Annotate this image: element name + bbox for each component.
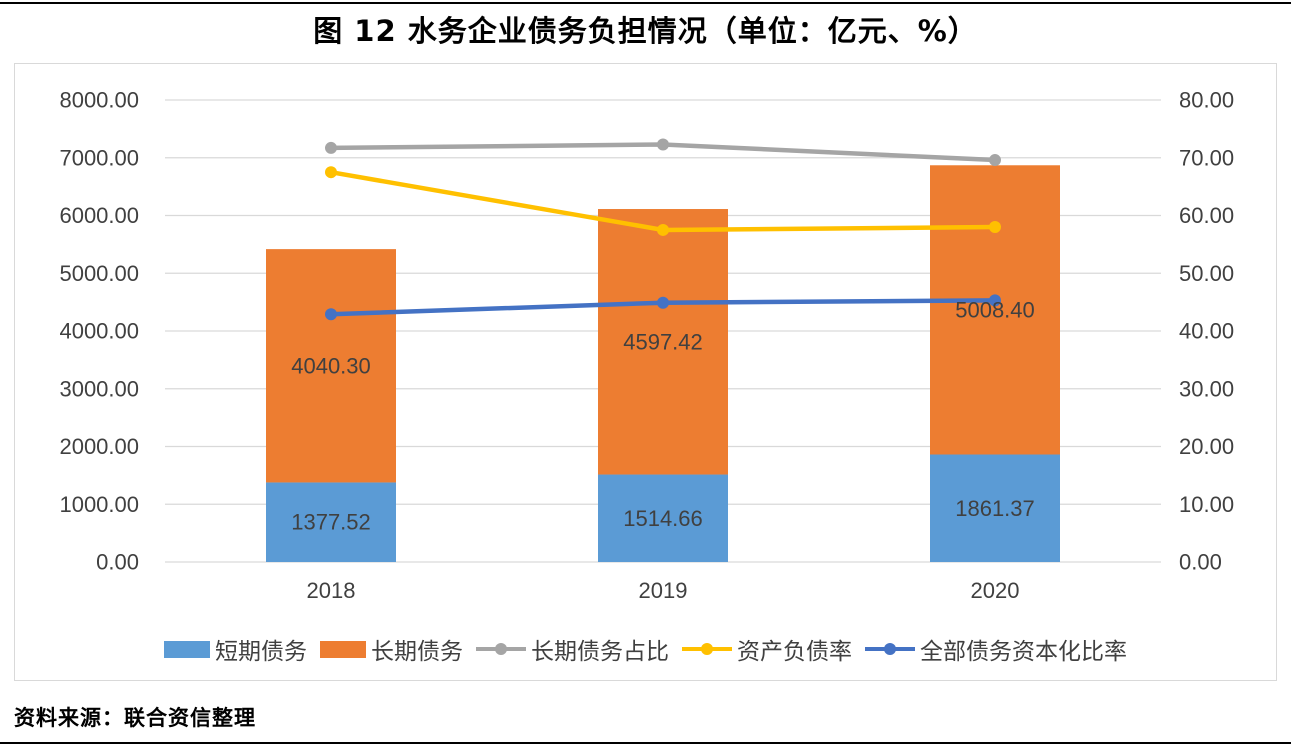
bar-segment-1 <box>598 209 728 475</box>
right-axis-tick-label: 80.00 <box>1179 88 1234 113</box>
right-axis-tick-label: 60.00 <box>1179 203 1234 228</box>
legend-line-dot <box>495 643 507 655</box>
x-axis-label: 2018 <box>307 578 356 603</box>
line-marker-2 <box>325 308 337 321</box>
bar-segment-1 <box>930 165 1060 455</box>
chart-area: 1377.52 4040.30 1514.66 4597.42 1861.37 5008.… <box>14 63 1277 681</box>
left-axis-tick-label: 8000.00 <box>59 88 139 113</box>
legend-item: 长期债务 <box>320 632 463 666</box>
legend-item: 长期债务占比 <box>476 632 669 666</box>
bar-data-label: 1377.52 <box>291 510 371 535</box>
line-marker-2 <box>657 296 669 309</box>
right-axis-tick-label: 10.00 <box>1179 492 1234 517</box>
bar-segment-0 <box>266 482 396 562</box>
legend-label: 短期债务 <box>215 638 307 664</box>
legend-bar-swatch <box>320 640 366 658</box>
right-axis-tick-label: 50.00 <box>1179 261 1234 286</box>
left-axis-tick-label: 0.00 <box>96 550 139 575</box>
legend-item: 全部债务资本化比率 <box>865 632 1127 666</box>
source-note: 资料来源：联合资信整理 <box>14 705 256 730</box>
x-axis-label: 2019 <box>639 578 688 603</box>
legend-item: 资产负债率 <box>682 632 852 666</box>
left-axis-tick-label: 3000.00 <box>59 376 139 401</box>
line-marker-2 <box>989 294 1001 307</box>
bar-segment-1 <box>266 249 396 483</box>
legend-label: 全部债务资本化比率 <box>920 638 1127 664</box>
right-axis-tick-label: 70.00 <box>1179 145 1234 170</box>
line-marker-1 <box>657 223 669 236</box>
chart-legend: 短期债务 长期债务 长期债务占比 资产负债率 全部债务资本化比率 <box>15 634 1276 664</box>
left-axis-tick-label: 5000.00 <box>59 261 139 286</box>
bar-data-label: 5008.40 <box>955 297 1035 322</box>
legend-label: 资产负债率 <box>737 638 852 664</box>
left-axis-tick-label: 7000.00 <box>59 145 139 170</box>
legend-bar-swatch <box>164 640 210 658</box>
line-marker-0 <box>325 141 337 154</box>
right-axis-tick-label: 40.00 <box>1179 319 1234 344</box>
right-axis-tick-label: 30.00 <box>1179 376 1234 401</box>
legend-item: 短期债务 <box>164 632 307 666</box>
bar-segment-0 <box>598 474 728 562</box>
document-bottom-border <box>0 742 1291 744</box>
legend-line-swatch <box>682 640 732 658</box>
line-marker-0 <box>657 138 669 151</box>
bar-data-label: 1861.37 <box>955 496 1035 521</box>
line-marker-1 <box>989 221 1001 234</box>
chart-title: 图 12 水务企业债务负担情况（单位：亿元、%） <box>313 14 978 48</box>
legend-line-dot <box>701 643 713 655</box>
x-axis-label: 2020 <box>971 578 1020 603</box>
line-marker-1 <box>325 166 337 179</box>
left-axis-tick-label: 1000.00 <box>59 492 139 517</box>
bar-segment-0 <box>930 454 1060 562</box>
bar-data-label: 4597.42 <box>623 329 703 354</box>
right-axis-tick-label: 20.00 <box>1179 434 1234 459</box>
legend-line-dot <box>884 643 896 655</box>
right-axis-tick-label: 0.00 <box>1179 550 1222 575</box>
bar-data-label: 4040.30 <box>291 353 371 378</box>
chart-svg: 1377.52 4040.30 1514.66 4597.42 1861.37 5008.… <box>59 88 1234 604</box>
bar-data-label: 1514.66 <box>623 506 703 531</box>
legend-label: 长期债务占比 <box>531 638 669 664</box>
legend-line-swatch <box>865 640 915 658</box>
left-axis-tick-label: 6000.00 <box>59 203 139 228</box>
line-marker-0 <box>989 154 1001 167</box>
left-axis-tick-label: 2000.00 <box>59 434 139 459</box>
left-axis-tick-label: 4000.00 <box>59 319 139 344</box>
document-top-border <box>0 2 1291 4</box>
legend-label: 长期债务 <box>371 638 463 664</box>
legend-line-swatch <box>476 640 526 658</box>
